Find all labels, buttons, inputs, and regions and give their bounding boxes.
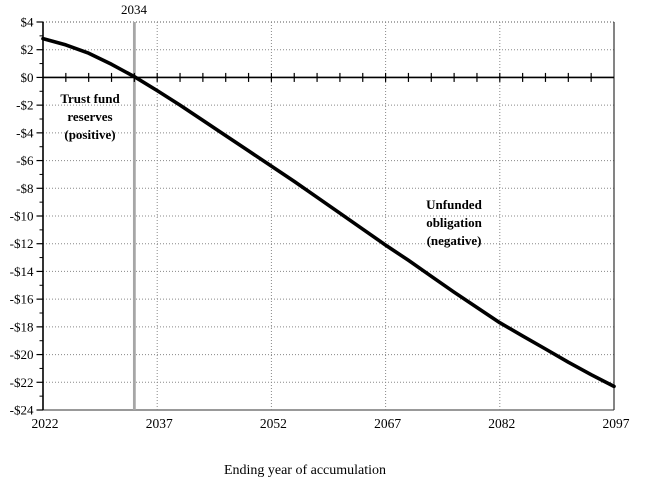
annotation-line: (positive)	[64, 127, 116, 142]
x-tick-label: 2082	[488, 416, 515, 431]
y-tick-label: -$12	[10, 236, 34, 251]
x-axis-title: Ending year of accumulation	[223, 463, 387, 478]
annotation-unfunded-obligation: Unfunded obligation (negative)	[399, 196, 509, 250]
y-tick-label: -$6	[16, 153, 34, 168]
y-tick-label: -$4	[16, 125, 34, 140]
data-curve	[41, 36, 616, 389]
x-tick-label: 2067	[374, 416, 401, 431]
annotation-line: Trust fund	[60, 91, 120, 106]
y-tick-label: -$24	[10, 403, 34, 418]
y-tick-label: -$10	[10, 209, 34, 224]
y-tick-label: -$16	[10, 292, 34, 307]
annotation-line: reserves	[67, 109, 113, 124]
annotation-line: (negative)	[426, 233, 482, 248]
depletion-year-label: 2034	[121, 2, 147, 17]
y-tick-label: $0	[21, 70, 34, 85]
y-tick-label: $4	[21, 15, 35, 30]
y-tick-label: -$22	[10, 375, 34, 390]
y-tick-label: -$2	[16, 98, 33, 113]
x-tick-label: 2022	[32, 416, 59, 431]
y-tick-label: -$8	[16, 181, 33, 196]
x-tick-label: 2097	[603, 416, 630, 431]
y-tick-label: -$14	[10, 264, 34, 279]
y-tick-label: -$20	[10, 347, 34, 362]
x-tick-label: 2052	[260, 416, 287, 431]
annotation-trust-fund-reserves: Trust fund reserves (positive)	[35, 90, 145, 144]
annotation-line: Unfunded	[426, 197, 482, 212]
x-tick-label: 2037	[146, 416, 173, 431]
y-tick-label: -$18	[10, 319, 34, 334]
y-tick-label: $2	[21, 42, 34, 57]
annotation-line: obligation	[426, 215, 482, 230]
